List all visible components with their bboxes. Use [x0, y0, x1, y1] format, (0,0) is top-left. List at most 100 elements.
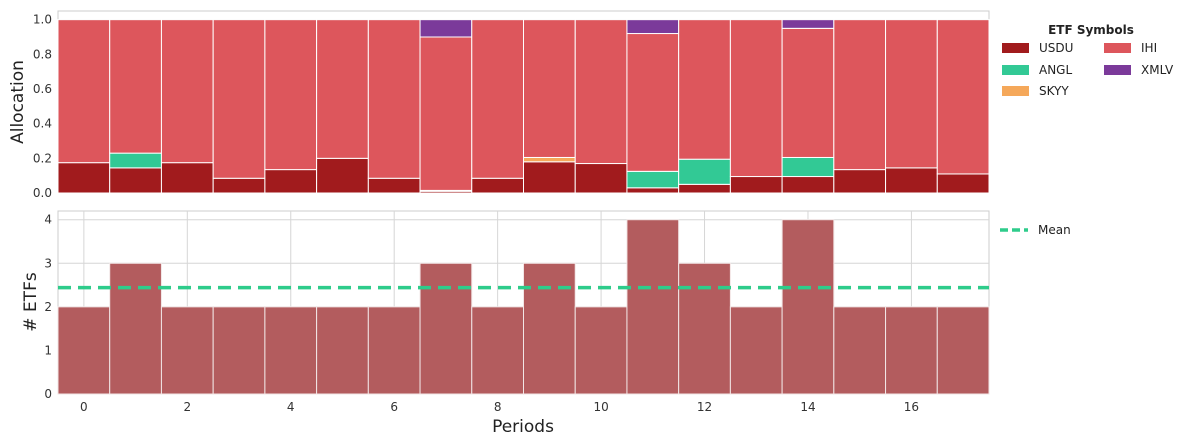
bar-ihi-period-15: [833, 19, 887, 171]
etf-count-bar-period-0: [57, 306, 111, 395]
etf-count-bar-period-4: [264, 306, 318, 395]
bottom-x-ticks: 0 2 4 6 8 10 12 14 16: [80, 400, 919, 414]
legend-label-angl: ANGL: [1039, 63, 1072, 77]
bottom-y-tick-label: 4: [44, 213, 52, 227]
etf-count-bar-period-10: [574, 306, 628, 395]
top-y-tick-label: 0.2: [33, 151, 52, 165]
bar-usdu-period-13: [729, 176, 783, 194]
bar-angl-period-1: [109, 152, 162, 169]
bar-ihi-period-7: [419, 36, 473, 191]
bar-ihi-period-6: [367, 19, 421, 179]
etf-count-bar-period-14: [781, 219, 835, 395]
legend-swatch-usdu: [1002, 43, 1029, 53]
etf-count-bar-period-13: [729, 306, 783, 395]
bottom-y-tick-label: 0: [44, 387, 52, 401]
top-y-tick-label: 1.0: [33, 13, 52, 27]
bar-ihi-period-16: [885, 19, 938, 169]
x-tick-label: 12: [697, 400, 712, 414]
bar-usdu-period-9: [523, 161, 576, 194]
etf-count-bar-period-7: [419, 262, 473, 395]
etf-count-bar-period-11: [626, 219, 680, 395]
x-tick-label: 16: [904, 400, 919, 414]
top-panel: 0.0 0.2 0.4 0.6 0.8 1.0 Allocation: [8, 10, 990, 200]
etf-count-bar-period-15: [833, 306, 887, 395]
bar-usdu-period-2: [160, 162, 214, 194]
bar-usdu-period-14: [781, 176, 835, 194]
etf-count-bar-period-5: [316, 306, 369, 395]
bar-xmlv-period-7: [419, 19, 473, 38]
x-tick-label: 0: [80, 400, 88, 414]
legend-swatch-ihi: [1104, 43, 1131, 53]
bottom-y-tick-label: 1: [44, 343, 52, 357]
etf-count-bar-period-1: [109, 262, 162, 395]
x-tick-label: 8: [494, 400, 502, 414]
top-y-tick-label: 0.4: [33, 117, 52, 131]
top-y-axis-label: Allocation: [8, 60, 28, 144]
legend-swatch-xmlv: [1104, 65, 1131, 75]
bar-ihi-period-9: [523, 19, 576, 158]
bar-usdu-period-17: [936, 173, 990, 194]
etf-count-bar-period-8: [471, 306, 524, 395]
etf-count-bar-period-2: [160, 306, 214, 395]
legend-label-ihi: IHI: [1141, 41, 1157, 55]
bar-usdu-period-3: [212, 177, 266, 194]
bar-ihi-period-0: [57, 19, 111, 164]
bar-usdu-period-11: [626, 187, 680, 194]
bar-xmlv-period-11: [626, 19, 680, 35]
etf-count-bar-period-17: [936, 306, 990, 395]
legend-swatch-skyy: [1002, 86, 1029, 96]
bar-usdu-period-12: [678, 183, 731, 194]
bar-usdu-period-15: [833, 169, 887, 194]
bar-xmlv-period-14: [781, 19, 835, 29]
top-y-tick-label: 0.8: [33, 47, 52, 61]
bar-ihi-period-10: [574, 19, 628, 165]
bar-usdu-period-16: [885, 167, 938, 194]
bottom-y-ticks: 0 1 2 3 4: [44, 213, 52, 401]
top-y-ticks: 0.0 0.2 0.4 0.6 0.8 1.0: [33, 13, 52, 200]
top-y-tick-label: 0.6: [33, 82, 52, 96]
mean-legend-label: Mean: [1038, 223, 1071, 237]
bar-ihi-period-8: [471, 19, 524, 179]
bar-ihi-period-4: [264, 19, 318, 171]
top-y-tick-label: 0.0: [33, 186, 52, 200]
legend-title: ETF Symbols: [1048, 23, 1134, 37]
legend-label-xmlv: XMLV: [1141, 63, 1174, 77]
etf-count-bar-period-6: [367, 306, 421, 395]
bottom-bars: [57, 219, 990, 395]
bar-usdu-period-4: [264, 169, 318, 194]
bar-ihi-period-14: [781, 27, 835, 158]
bar-ihi-period-3: [212, 19, 266, 179]
etf-count-bar-period-12: [678, 262, 731, 395]
mean-legend: Mean: [1000, 223, 1071, 237]
bar-usdu-period-6: [367, 177, 421, 194]
x-tick-label: 4: [287, 400, 295, 414]
x-tick-label: 6: [390, 400, 398, 414]
bar-angl-period-12: [678, 158, 731, 185]
x-tick-label: 14: [800, 400, 815, 414]
bar-usdu-period-0: [57, 162, 111, 194]
bar-angl-period-11: [626, 170, 680, 189]
legend-swatch-angl: [1002, 65, 1029, 75]
legend-label-skyy: SKYY: [1039, 84, 1069, 98]
x-tick-label: 2: [183, 400, 191, 414]
bar-ihi-period-5: [316, 19, 369, 159]
top-bars: [57, 19, 990, 194]
bar-usdu-period-10: [574, 163, 628, 194]
bar-usdu-period-1: [109, 167, 162, 194]
bar-skyy-period-9: [523, 156, 576, 163]
bottom-y-tick-label: 3: [44, 256, 52, 270]
bottom-y-axis-label: # ETFs: [21, 272, 41, 332]
legend-label-usdu: USDU: [1039, 41, 1073, 55]
bar-ihi-period-2: [160, 19, 214, 164]
bottom-y-tick-label: 2: [44, 300, 52, 314]
etf-count-bar-period-16: [885, 306, 938, 395]
bar-ihi-period-1: [109, 19, 162, 154]
etf-count-bar-period-9: [523, 262, 576, 395]
x-axis-label: Periods: [492, 417, 554, 437]
bar-usdu-period-8: [471, 177, 524, 194]
bar-ihi-period-12: [678, 19, 731, 160]
legend: ETF Symbols USDU ANGL SKYY IHI XMLV: [1002, 23, 1174, 98]
bar-ihi-period-11: [626, 33, 680, 172]
